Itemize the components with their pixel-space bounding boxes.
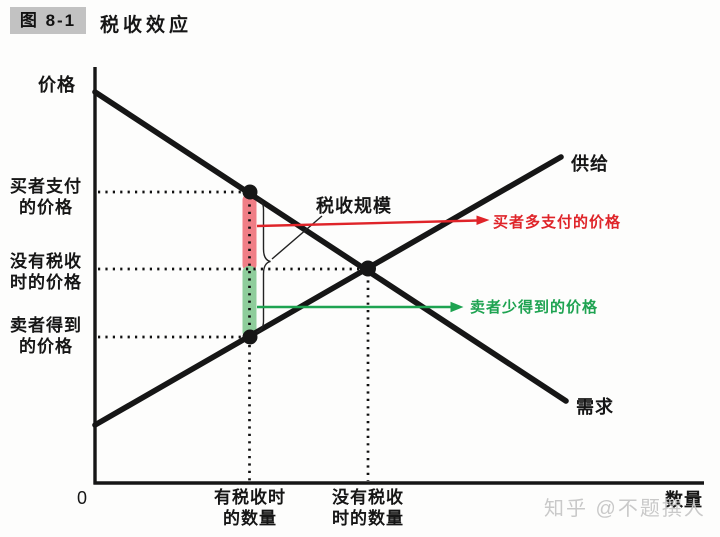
buyer-extra-arrow [256, 219, 479, 228]
buyer-price-point [242, 184, 258, 200]
equilibrium-point [360, 260, 376, 277]
seller-price-point [242, 329, 258, 345]
tax-size-leader-line [271, 215, 323, 260]
origin-label: 0 [77, 488, 88, 508]
y-axis-title: 价格 [38, 75, 76, 95]
price-label-without-tax: 没有税收 时的价格 [10, 252, 82, 292]
price-label-seller-gets: 卖者得到 的价格 [10, 316, 82, 356]
demand-curve [92, 89, 569, 404]
buyer-extra-paid-label: 买者多支付的价格 [493, 214, 622, 231]
figure-title: 税收效应 [100, 15, 193, 36]
buyer-burden-bar [242, 194, 257, 271]
figure-number-badge: 图 8-1 [10, 7, 86, 34]
price-label-buyer-pays: 买者支付 的价格 [10, 177, 82, 217]
quantity-label-without-tax: 没有税收 时的数量 [332, 488, 404, 528]
seller-less-received-label: 卖者少得到的价格 [470, 299, 599, 316]
zhihu-watermark: 知乎 @不题撰人 [544, 498, 706, 520]
tax-size-label: 税收规模 [316, 196, 392, 216]
tax-wedge-brace [256, 198, 271, 333]
supply-curve-label: 供给 [571, 154, 609, 174]
supply-curve [92, 154, 564, 428]
quantity-label-with-tax: 有税收时 的数量 [214, 488, 286, 528]
buyer-extra-arrowhead [476, 215, 490, 225]
demand-curve-label: 需求 [576, 397, 614, 417]
seller-less-arrowhead [450, 301, 464, 313]
x-axis-title: 数量 [665, 490, 703, 510]
